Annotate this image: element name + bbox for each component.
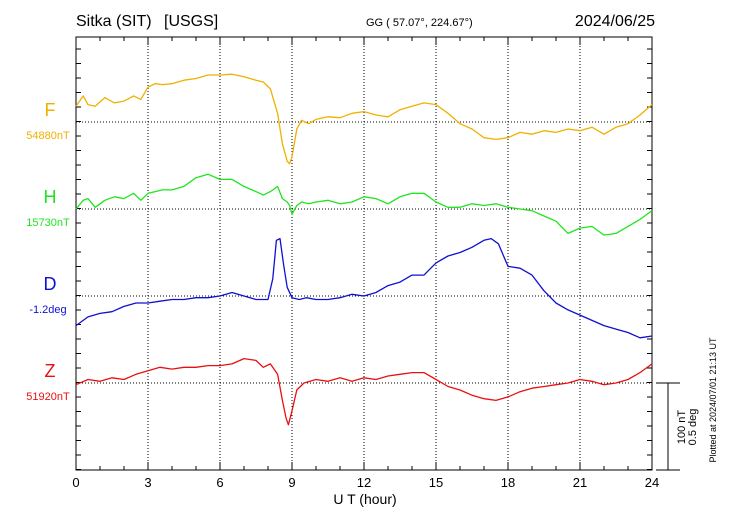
series-baseline-h: 15730nT <box>26 217 70 229</box>
x-axis-label: U T (hour) <box>333 491 396 507</box>
series-line-f <box>75 73 653 165</box>
baselines <box>76 121 652 384</box>
series-name-d: D <box>44 274 57 294</box>
x-tick-label: 21 <box>573 475 587 490</box>
series-baseline-f: 54880nT <box>26 130 70 142</box>
scale-bar: 100 nT 0.5 deg <box>656 382 699 471</box>
series-line-z <box>75 357 653 426</box>
series-name-h: H <box>44 187 57 207</box>
x-tick-label: 12 <box>357 475 371 490</box>
series-baseline-d: -1.2deg <box>29 304 66 316</box>
x-tick-label: 6 <box>216 475 223 490</box>
scale-deg-label: 0.5 deg <box>687 409 699 446</box>
series-labels: F 54880nT H 15730nT D -1.2deg Z 51920nT <box>26 100 70 403</box>
x-axis-ticks: 0 3 6 9 12 15 18 21 24 <box>72 37 659 490</box>
series-line-h <box>75 173 653 236</box>
x-tick-label: 15 <box>429 475 443 490</box>
x-tick-label: 9 <box>288 475 295 490</box>
x-tick-label: 18 <box>501 475 515 490</box>
date-label: 2024/06/25 <box>575 13 655 30</box>
plot-frame <box>75 36 653 471</box>
series-line-d <box>75 237 653 339</box>
station-title: Sitka (SIT) <box>76 13 152 30</box>
coords-label: GG ( 57.07°, 224.67°) <box>366 17 473 29</box>
scale-nt-label: 100 nT <box>676 410 688 445</box>
x-tick-label: 24 <box>645 475 659 490</box>
series-name-f: F <box>45 100 56 120</box>
chart-header: Sitka (SIT) [USGS] GG ( 57.07°, 224.67°)… <box>76 13 655 30</box>
source-label: [USGS] <box>164 13 218 30</box>
x-tick-label: 3 <box>144 475 151 490</box>
series-lines <box>75 73 653 426</box>
series-name-z: Z <box>45 361 56 381</box>
x-tick-label: 0 <box>72 475 79 490</box>
series-baseline-z: 51920nT <box>26 391 70 403</box>
plotted-timestamp: Plotted at 2024/07/01 21:13 UT <box>708 337 718 463</box>
